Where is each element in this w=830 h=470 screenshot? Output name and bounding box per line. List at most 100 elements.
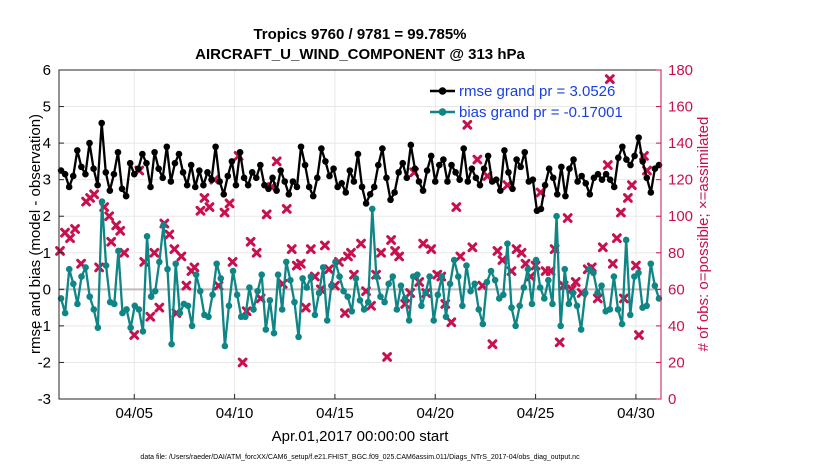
rmse-point [183, 181, 191, 189]
bias-point [135, 306, 143, 313]
bias-point [196, 287, 204, 295]
bias-point [581, 289, 589, 297]
rmse-point [501, 147, 508, 154]
bias-point [328, 282, 335, 289]
bias-point [156, 258, 163, 266]
rmse-point [313, 174, 321, 182]
bias-point [606, 306, 614, 313]
obs-assimilated-marker [346, 247, 356, 258]
rmse-point [135, 165, 142, 172]
rmse-point [179, 169, 187, 176]
obs-assimilated-marker [164, 229, 175, 240]
obs-assimilated-marker [199, 193, 210, 203]
y-tick-label: 5 [43, 99, 51, 116]
bias-point [315, 289, 323, 297]
bias-point [479, 320, 487, 328]
rmse-point [598, 176, 606, 183]
bias-point [553, 212, 560, 220]
y-right-tick-label: 140 [668, 135, 693, 152]
obs-assimilated-marker [319, 240, 330, 251]
rmse-point [440, 156, 447, 163]
obs-assimilated-marker [570, 277, 581, 287]
rmse-point [86, 139, 93, 147]
bias-point [430, 317, 438, 324]
bias-point [352, 275, 360, 282]
bias-point [483, 278, 491, 286]
bias-point [78, 273, 85, 280]
y-right-tick-label: 0 [668, 391, 676, 408]
y-tick-label: -1 [38, 318, 51, 335]
rmse-point [252, 174, 260, 182]
x-axis-label: Apr.01,2017 00:00:00 start [272, 428, 450, 445]
bias-point [225, 302, 233, 310]
obs-assimilated-marker [261, 209, 272, 220]
bias-point [491, 276, 499, 284]
rmse-point [623, 156, 630, 163]
bias-point [504, 240, 511, 247]
bias-point [614, 306, 622, 313]
x-tick-label: 04/30 [617, 405, 655, 422]
rmse-point [558, 163, 565, 171]
rmse-point [289, 178, 297, 185]
bias-point [262, 326, 270, 333]
obs-assimilated-marker [65, 233, 75, 244]
bias-point [418, 302, 425, 310]
rmse-point [566, 165, 573, 172]
obs-assimilated-marker [627, 180, 637, 191]
rmse-point [468, 165, 476, 172]
bias-point [434, 291, 442, 299]
bias-point [340, 287, 347, 295]
obs-assimilated-marker [487, 339, 498, 350]
bias-point [319, 264, 327, 271]
bias-point [528, 300, 536, 308]
rmse-point [480, 165, 488, 172]
obs-assimilated-marker [70, 224, 80, 234]
bias-point [590, 269, 597, 277]
y-right-tick-label: 60 [668, 281, 685, 298]
rmse-point [244, 181, 252, 189]
rmse-point [574, 178, 581, 185]
rmse-point [102, 169, 110, 176]
obs-assimilated-marker [455, 251, 466, 262]
bias-point [360, 306, 368, 313]
rmse-point [427, 152, 435, 160]
rmse-point [541, 181, 549, 189]
y-right-tick-label: 180 [668, 62, 693, 79]
rmse-point [436, 161, 443, 169]
obs-assimilated-marker [204, 202, 215, 212]
rmse-point [505, 169, 512, 176]
obs-assimilated-marker [562, 213, 573, 223]
obs-assimilated-marker [592, 293, 603, 304]
bias-point [258, 271, 266, 279]
rmse-point [619, 143, 626, 151]
y-axis-right-ticks: 0 20 40 60 80 100 120 140 160 180 [656, 62, 693, 408]
bias-point [557, 322, 564, 330]
rmse-point [98, 119, 106, 127]
rmse-point [472, 174, 480, 182]
rmse-point [423, 167, 431, 174]
obs-assimilated-marker [492, 246, 503, 256]
rmse-point [354, 150, 362, 158]
bias-point [364, 298, 372, 306]
rmse-point [208, 176, 215, 183]
bias-point [278, 306, 286, 313]
rmse-point [553, 190, 561, 198]
rmse-point [545, 165, 553, 172]
bias-point [438, 273, 446, 280]
bias-point [274, 271, 282, 279]
rmse-point [139, 150, 146, 158]
obs-assimilated-marker [154, 302, 165, 313]
rmse-point [497, 187, 504, 194]
rmse-point [130, 170, 138, 178]
rmse-point [582, 180, 590, 187]
bias-point [381, 298, 388, 306]
obs-marker-layer [55, 74, 652, 368]
rmse-point [257, 161, 264, 169]
y-tick-label: 6 [43, 62, 51, 79]
rmse-point [285, 190, 293, 198]
y-tick-label: 4 [43, 135, 51, 152]
y-tick-label: 0 [43, 281, 51, 298]
rmse-point [375, 161, 382, 169]
y-tick-label: -2 [38, 354, 51, 371]
bias-point [246, 284, 253, 291]
